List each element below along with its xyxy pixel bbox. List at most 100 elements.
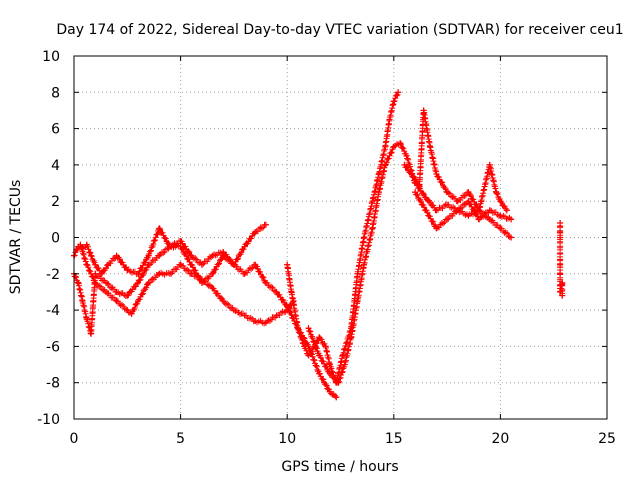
y-tick-label: 8 <box>51 85 60 101</box>
data-point <box>316 352 323 359</box>
data-point <box>156 270 163 277</box>
data-point <box>273 288 280 295</box>
y-tick-label: 0 <box>51 231 60 247</box>
data-point <box>124 267 131 274</box>
data-point <box>288 288 295 295</box>
data-point <box>83 261 90 268</box>
data-point <box>360 234 367 241</box>
data-point <box>454 198 461 205</box>
series-track-f <box>401 107 510 214</box>
y-tick-label: -6 <box>46 339 60 355</box>
data-point <box>220 298 227 305</box>
data-point <box>102 288 109 295</box>
data-point <box>105 261 112 268</box>
series-track-d <box>284 89 402 386</box>
data-point <box>559 292 566 299</box>
data-point <box>375 189 382 196</box>
data-point <box>503 207 510 214</box>
data-point <box>209 252 216 259</box>
data-point <box>188 270 195 277</box>
data-point <box>454 207 461 214</box>
y-tick-label: 4 <box>51 158 60 174</box>
data-point <box>305 352 312 359</box>
y-tick-label: 10 <box>42 49 60 65</box>
data-point <box>241 270 248 277</box>
data-point <box>77 241 84 248</box>
data-point <box>476 216 483 223</box>
data-point <box>486 161 493 168</box>
data-point <box>369 198 376 205</box>
data-point <box>386 116 393 123</box>
data-point <box>102 279 109 286</box>
x-axis-label: GPS time / hours <box>281 459 398 475</box>
data-point <box>508 234 515 241</box>
data-point <box>92 261 99 268</box>
data-point <box>322 343 329 350</box>
data-point <box>209 270 216 277</box>
y-tick-label: -10 <box>37 412 60 428</box>
data-point <box>262 279 269 286</box>
data-point <box>305 325 312 332</box>
data-point <box>557 288 564 295</box>
data-point <box>557 261 564 268</box>
data-point <box>412 189 419 196</box>
series-track-g <box>412 189 515 232</box>
data-point <box>156 252 163 259</box>
data-point <box>198 261 205 268</box>
data-point <box>354 298 361 305</box>
series-track-h <box>557 219 566 299</box>
data-point <box>433 225 440 232</box>
data-point <box>166 270 173 277</box>
data-point <box>177 243 184 250</box>
data-point <box>294 325 301 332</box>
data-point <box>134 279 141 286</box>
data-point <box>486 216 493 223</box>
data-point <box>156 225 163 232</box>
data-point <box>465 212 472 219</box>
data-point <box>420 107 427 114</box>
data-point <box>326 370 333 377</box>
data-point <box>124 292 131 299</box>
data-point <box>209 285 216 292</box>
data-point <box>465 198 472 205</box>
y-axis-label: SDTVAR / TECUs <box>8 180 24 295</box>
data-point <box>88 330 95 337</box>
data-point <box>75 279 82 286</box>
data-point <box>333 394 340 401</box>
data-point <box>382 143 389 150</box>
data-point <box>262 319 269 326</box>
data-point <box>395 89 402 96</box>
data-point <box>113 288 120 295</box>
data-point <box>422 207 429 214</box>
data-point <box>252 317 259 324</box>
data-point <box>397 140 404 147</box>
data-point <box>360 261 367 268</box>
x-tick-label: 5 <box>176 431 185 447</box>
y-tick-label: 6 <box>51 122 60 138</box>
data-point <box>348 334 355 341</box>
x-tick-label: 15 <box>385 431 403 447</box>
data-point <box>92 279 99 286</box>
data-point <box>557 229 564 236</box>
data-point <box>230 261 237 268</box>
data-point <box>124 307 131 314</box>
data-point <box>252 229 259 236</box>
data-point <box>113 252 120 259</box>
tick-layer: 0 5 10 15 20 25 -10 -8 -6 -4 -2 0 2 4 6 8 10 <box>37 49 616 447</box>
data-point <box>241 243 248 250</box>
data-point <box>427 143 434 150</box>
x-tick-label: 0 <box>70 431 79 447</box>
data-point <box>177 238 184 245</box>
data-point <box>241 312 248 319</box>
data-point <box>341 361 348 368</box>
data-point <box>273 312 280 319</box>
data-point <box>335 379 342 386</box>
data-point <box>508 216 515 223</box>
data-point <box>134 298 141 305</box>
data-point <box>316 334 323 341</box>
data-point <box>497 198 504 205</box>
data-point <box>316 370 323 377</box>
data-point <box>390 98 397 105</box>
